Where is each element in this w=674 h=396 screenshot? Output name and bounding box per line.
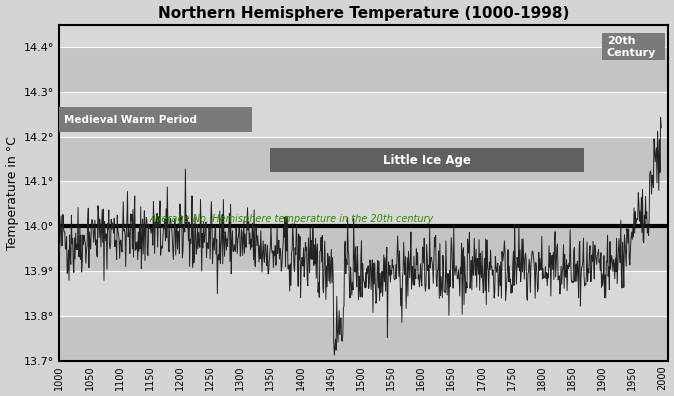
Text: 20th
Century: 20th Century: [607, 36, 656, 58]
Bar: [59, 226, 669, 271]
Bar: [59, 181, 669, 226]
Text: Medieval Warm Period: Medieval Warm Period: [64, 115, 197, 125]
Bar: [270, 148, 584, 173]
Y-axis label: Temperature in °C: Temperature in °C: [5, 136, 19, 249]
Title: Northern Hemisphere Temperature (1000-1998): Northern Hemisphere Temperature (1000-19…: [158, 6, 570, 21]
Bar: [59, 107, 252, 132]
Bar: [59, 271, 669, 316]
Bar: [59, 92, 669, 137]
Text: Little Ice Age: Little Ice Age: [384, 154, 471, 167]
Bar: [59, 137, 669, 181]
Bar: [602, 34, 665, 60]
Text: Average No. Hemisphere temperature in the 20th century: Average No. Hemisphere temperature in th…: [150, 213, 434, 224]
Bar: [59, 47, 669, 92]
Bar: [59, 316, 669, 361]
